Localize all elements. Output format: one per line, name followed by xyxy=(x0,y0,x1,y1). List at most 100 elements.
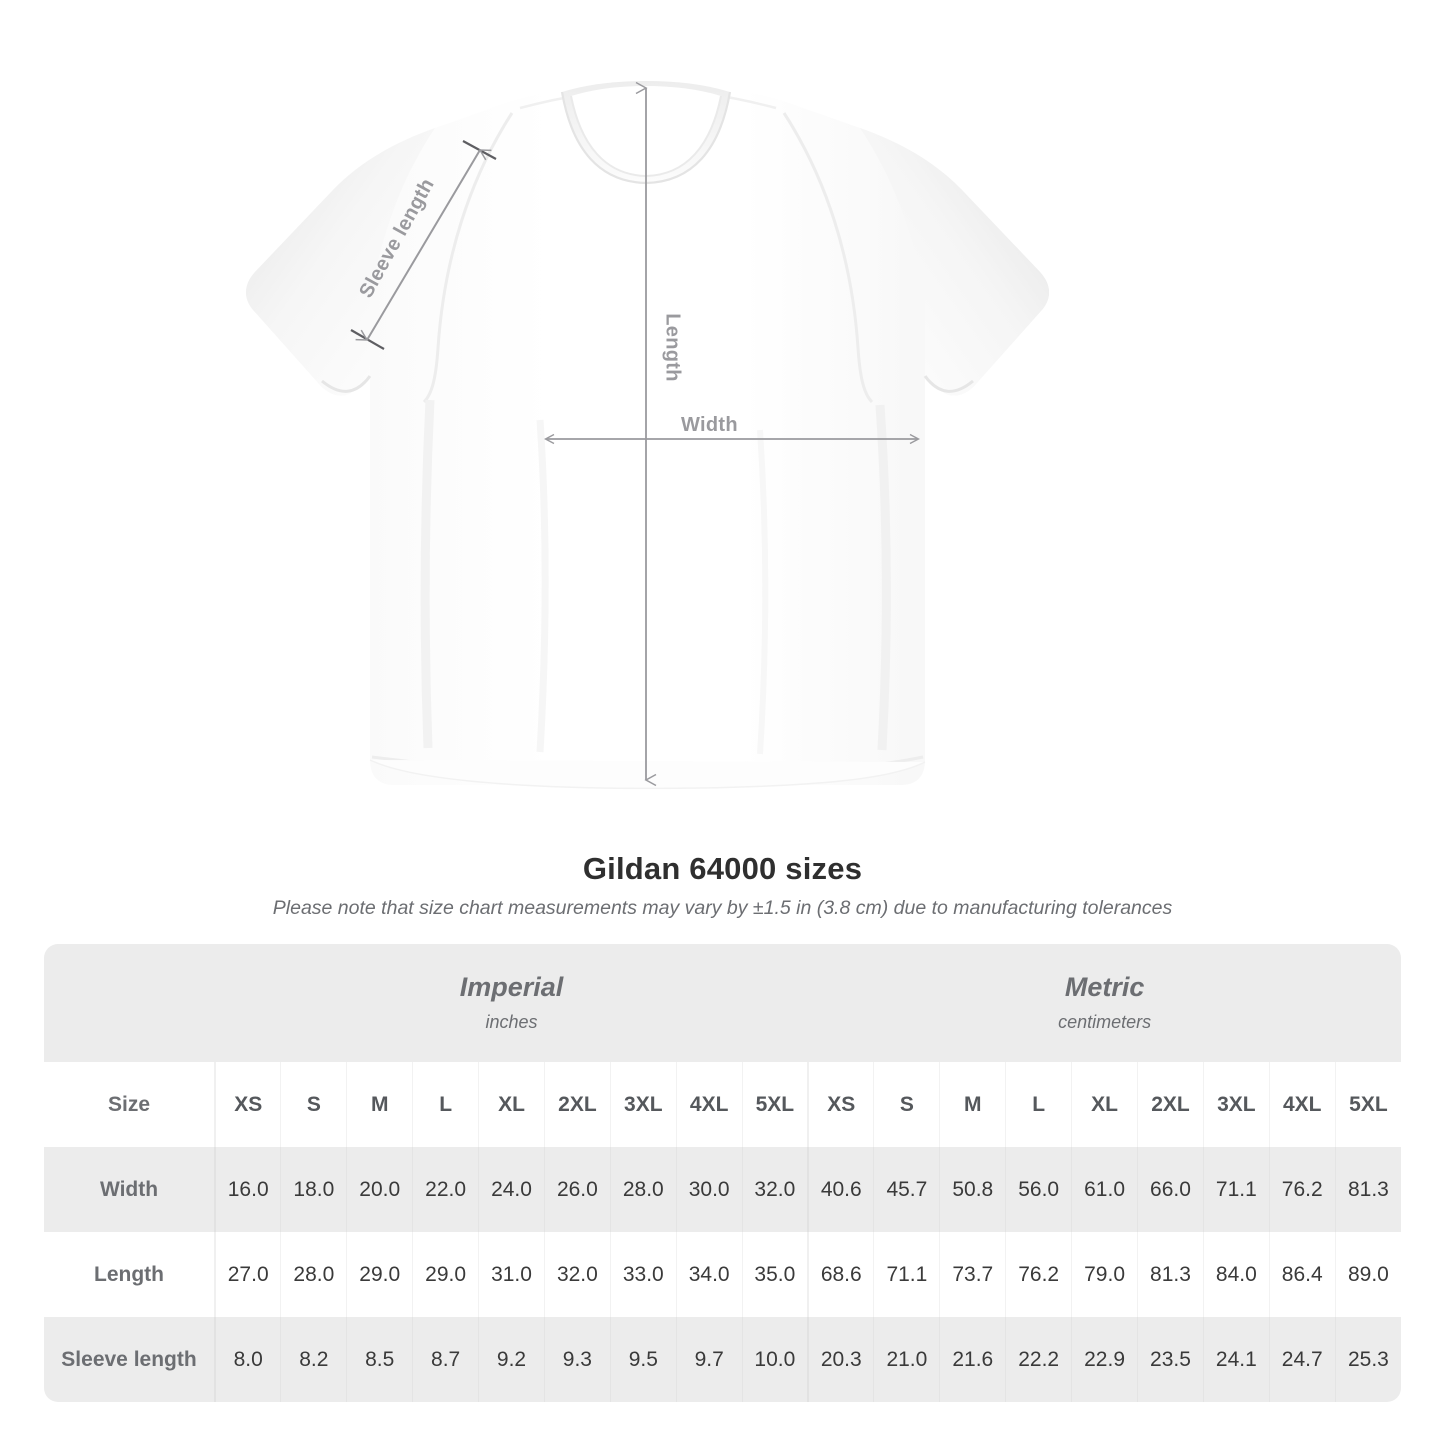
cell-length-metric-s: 71.1 xyxy=(873,1232,941,1317)
row-header-width: Width xyxy=(44,1147,216,1232)
cell-sleeve-length-metric-xl: 22.9 xyxy=(1071,1317,1139,1402)
row-header-size: Size xyxy=(44,1062,216,1147)
cell-width-imperial-m: 20.0 xyxy=(346,1147,414,1232)
cell-length-imperial-xs: 27.0 xyxy=(215,1232,282,1317)
cell-sleeve-length-metric-xs: 20.3 xyxy=(807,1317,875,1402)
cell-sleeve-length-imperial-5xl: 10.0 xyxy=(742,1317,809,1402)
cell-length-imperial-2xl: 32.0 xyxy=(544,1232,611,1317)
cell-length-metric-4xl: 86.4 xyxy=(1269,1232,1336,1317)
cell-length-imperial-5xl: 35.0 xyxy=(742,1232,809,1317)
cell-width-imperial-3xl: 28.0 xyxy=(610,1147,677,1232)
cell-sleeve-length-metric-s: 21.0 xyxy=(873,1317,941,1402)
unit-name-metric: Metric xyxy=(1064,971,1145,1002)
size-header-imperial-4xl: 4XL xyxy=(676,1062,743,1147)
size-header-imperial-m: M xyxy=(346,1062,414,1147)
cell-sleeve-length-imperial-xs: 8.0 xyxy=(215,1317,282,1402)
cell-width-imperial-l: 22.0 xyxy=(412,1147,480,1232)
cell-length-imperial-s: 28.0 xyxy=(280,1232,348,1317)
sleeve-length-dimension xyxy=(350,140,497,350)
cell-width-imperial-xl: 24.0 xyxy=(478,1147,545,1232)
cell-length-imperial-xl: 31.0 xyxy=(478,1232,545,1317)
cell-length-metric-xs: 68.6 xyxy=(807,1232,875,1317)
cell-sleeve-length-imperial-m: 8.5 xyxy=(346,1317,414,1402)
cell-width-metric-5xl: 81.3 xyxy=(1335,1147,1402,1232)
cell-width-metric-l: 56.0 xyxy=(1005,1147,1073,1232)
size-header-imperial-l: L xyxy=(412,1062,480,1147)
size-header-metric-xs: XS xyxy=(807,1062,875,1147)
cell-sleeve-length-imperial-4xl: 9.7 xyxy=(676,1317,743,1402)
unit-sub-imperial: inches xyxy=(485,1011,538,1032)
tolerance-note: Please note that size chart measurements… xyxy=(272,897,1173,919)
size-header-metric-3xl: 3XL xyxy=(1203,1062,1270,1147)
unit-sub-metric: centimeters xyxy=(1058,1011,1152,1032)
cell-length-imperial-3xl: 33.0 xyxy=(610,1232,677,1317)
table-body: Size XS S M L XL 2XL 3XL 4XL 5XL XS S M L XL 2XL 3XL 4XL 5… xyxy=(44,1062,1402,1402)
cell-sleeve-length-metric-4xl: 24.7 xyxy=(1269,1317,1336,1402)
size-header-row: Size XS S M L XL 2XL 3XL 4XL 5XL XS S M L XL 2XL 3XL 4XL 5… xyxy=(44,1062,1402,1147)
tshirt-diagram: Sleeve length Length Width xyxy=(246,81,1049,790)
cell-length-metric-5xl: 89.0 xyxy=(1335,1232,1402,1317)
cell-sleeve-length-metric-m: 21.6 xyxy=(939,1317,1007,1402)
cell-sleeve-length-imperial-3xl: 9.5 xyxy=(610,1317,677,1402)
cell-width-imperial-5xl: 32.0 xyxy=(742,1147,809,1232)
size-header-metric-xl: XL xyxy=(1071,1062,1139,1147)
size-chart-table-wrapper: Imperial inches Metric centimeters Size X… xyxy=(44,944,1402,1402)
cell-sleeve-length-imperial-s: 8.2 xyxy=(280,1317,348,1402)
table-head: Imperial inches Metric centimeters xyxy=(44,944,1402,1062)
cell-width-imperial-4xl: 30.0 xyxy=(676,1147,743,1232)
cell-length-metric-xl: 79.0 xyxy=(1071,1232,1139,1317)
unit-header-row: Imperial inches Metric centimeters xyxy=(44,944,1402,1062)
cell-width-metric-xl: 61.0 xyxy=(1071,1147,1139,1232)
size-header-metric-2xl: 2XL xyxy=(1137,1062,1204,1147)
unit-header-imperial: Imperial inches xyxy=(215,944,809,1062)
cell-sleeve-length-imperial-2xl: 9.3 xyxy=(544,1317,611,1402)
unit-name-imperial: Imperial xyxy=(459,971,564,1002)
cell-sleeve-length-metric-5xl: 25.3 xyxy=(1335,1317,1402,1402)
tshirt-illustration xyxy=(246,81,1049,790)
table-row: Width 16.0 18.0 20.0 22.0 24.0 26.0 28.0 30.0 32.… xyxy=(44,1147,1402,1232)
size-header-metric-s: S xyxy=(873,1062,941,1147)
tshirt-body-shape xyxy=(246,81,1049,790)
page-title: Gildan 64000 sizes xyxy=(582,851,863,886)
width-label: Width xyxy=(681,414,738,436)
size-header-metric-4xl: 4XL xyxy=(1269,1062,1336,1147)
size-header-imperial-xs: XS xyxy=(215,1062,282,1147)
cell-width-imperial-2xl: 26.0 xyxy=(544,1147,611,1232)
cell-width-metric-2xl: 66.0 xyxy=(1137,1147,1204,1232)
cell-width-imperial-s: 18.0 xyxy=(280,1147,348,1232)
cell-width-metric-s: 45.7 xyxy=(873,1147,941,1232)
cell-width-imperial-xs: 16.0 xyxy=(215,1147,282,1232)
cell-sleeve-length-imperial-xl: 9.2 xyxy=(478,1317,545,1402)
length-label: Length xyxy=(661,313,684,382)
cell-length-metric-3xl: 84.0 xyxy=(1203,1232,1270,1317)
size-header-imperial-5xl: 5XL xyxy=(742,1062,809,1147)
cell-width-metric-3xl: 71.1 xyxy=(1203,1147,1270,1232)
cell-sleeve-length-metric-2xl: 23.5 xyxy=(1137,1317,1204,1402)
unit-header-spacer xyxy=(44,944,215,1062)
table-row: Sleeve length 8.0 8.2 8.5 8.7 9.2 9.3 9.5 9.7 10.… xyxy=(44,1317,1402,1402)
cell-length-imperial-m: 29.0 xyxy=(346,1232,414,1317)
size-header-imperial-s: S xyxy=(280,1062,348,1147)
size-header-imperial-xl: XL xyxy=(478,1062,545,1147)
size-header-imperial-3xl: 3XL xyxy=(610,1062,677,1147)
row-header-length: Length xyxy=(44,1232,216,1317)
size-header-metric-m: M xyxy=(939,1062,1007,1147)
cell-length-metric-2xl: 81.3 xyxy=(1137,1232,1204,1317)
size-header-metric-5xl: 5XL xyxy=(1335,1062,1402,1147)
size-header-imperial-2xl: 2XL xyxy=(544,1062,611,1147)
cell-width-metric-xs: 40.6 xyxy=(807,1147,875,1232)
cell-length-metric-m: 73.7 xyxy=(939,1232,1007,1317)
table-row: Length 27.0 28.0 29.0 29.0 31.0 32.0 33.0 34.0 35… xyxy=(44,1232,1402,1317)
cell-sleeve-length-metric-l: 22.2 xyxy=(1005,1317,1073,1402)
unit-header-metric: Metric centimeters xyxy=(808,944,1402,1062)
size-header-metric-l: L xyxy=(1005,1062,1073,1147)
cell-width-metric-4xl: 76.2 xyxy=(1269,1147,1336,1232)
cell-length-imperial-4xl: 34.0 xyxy=(676,1232,743,1317)
cell-length-metric-l: 76.2 xyxy=(1005,1232,1073,1317)
row-header-sleeve-length: Sleeve length xyxy=(44,1317,216,1402)
size-chart-table: Imperial inches Metric centimeters Size X… xyxy=(44,944,1402,1402)
cell-sleeve-length-metric-3xl: 24.1 xyxy=(1203,1317,1270,1402)
cell-width-metric-m: 50.8 xyxy=(939,1147,1007,1232)
cell-length-imperial-l: 29.0 xyxy=(412,1232,480,1317)
